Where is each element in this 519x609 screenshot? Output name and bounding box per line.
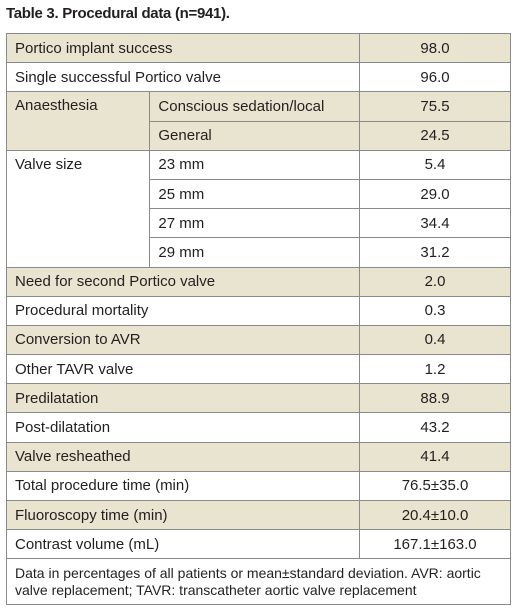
table-row: Predilatation 88.9 [6,383,511,414]
table-title: Table 3. Procedural data (n=941). [6,5,230,22]
row-value: 0.4 [359,324,511,356]
table-row: Valve resheathed 41.4 [6,441,511,472]
row-sublabel: 29 mm [149,237,360,268]
row-label: Other TAVR valve [6,354,360,385]
row-value: 98.0 [359,32,511,64]
row-sublabel: 23 mm [149,149,360,180]
row-label: Single successful Portico valve [6,62,360,93]
row-label: Fluoroscopy time (min) [6,499,360,531]
row-label: Post-dilatation [6,412,360,443]
table-row: Conversion to AVR 0.4 [6,324,511,356]
row-label: Contrast volume (mL) [6,529,360,560]
table-row: Procedural mortality 0.3 [6,295,511,326]
row-value: 0.3 [359,295,511,326]
row-label: Total procedure time (min) [6,470,360,502]
table-row: General 24.5 [7,120,511,151]
table-row: Contrast volume (mL) 167.1±163.0 [6,529,511,560]
row-value: 29.0 [359,178,511,210]
row-value: 75.5 [359,91,511,122]
table-row: Fluoroscopy time (min) 20.4±10.0 [6,499,511,531]
row-sublabel: General [149,120,360,151]
row-value: 88.9 [359,383,511,414]
row-value: 96.0 [359,62,511,93]
table-row: 25 mm 29.0 [7,178,511,210]
row-sublabel: Conscious sedation/local [149,91,360,122]
table-row: Total procedure time (min) 76.5±35.0 [6,470,511,502]
row-value: 20.4±10.0 [359,499,511,531]
row-label: Need for second Portico valve [6,266,360,297]
row-label: Conversion to AVR [6,324,360,356]
table-row: Valve size 23 mm 5.4 [5,149,511,268]
row-label: Portico implant success [6,32,360,64]
group-label: Valve size [5,149,151,268]
row-value: 24.5 [359,120,511,151]
row-value: 43.2 [359,412,511,443]
row-value: 76.5±35.0 [359,470,511,502]
row-value: 41.4 [359,441,511,472]
footnote: Data in percentages of all patients or m… [6,558,511,606]
row-sublabel: 25 mm [149,178,360,210]
row-value: 5.4 [359,149,511,180]
row-value: 167.1±163.0 [359,529,511,560]
row-label: Procedural mortality [6,295,360,326]
row-sublabel: 27 mm [149,208,360,239]
table-row: Anaesthesia Conscious sedation/local 75.5 [5,91,511,151]
row-value: 34.4 [359,208,511,239]
table-row: 27 mm 34.4 [7,208,511,239]
table-row: 29 mm 31.2 [7,237,511,268]
row-label: Valve resheathed [6,441,360,472]
row-value: 2.0 [359,266,511,297]
table-row: Post-dilatation 43.2 [6,412,511,443]
row-value: 31.2 [359,237,511,268]
row-label: Predilatation [6,383,360,414]
table-row: Need for second Portico valve 2.0 [6,266,511,297]
table: Portico implant success 98.0 Single succes… [5,32,511,606]
table-row: Portico implant success 98.0 [6,32,511,64]
footnote-row: Data in percentages of all patients or m… [6,558,511,606]
group-label: Anaesthesia [5,91,151,151]
row-value: 1.2 [359,354,511,385]
table-row: Single successful Portico valve 96.0 [6,62,511,93]
table-row: Other TAVR valve 1.2 [6,354,511,385]
